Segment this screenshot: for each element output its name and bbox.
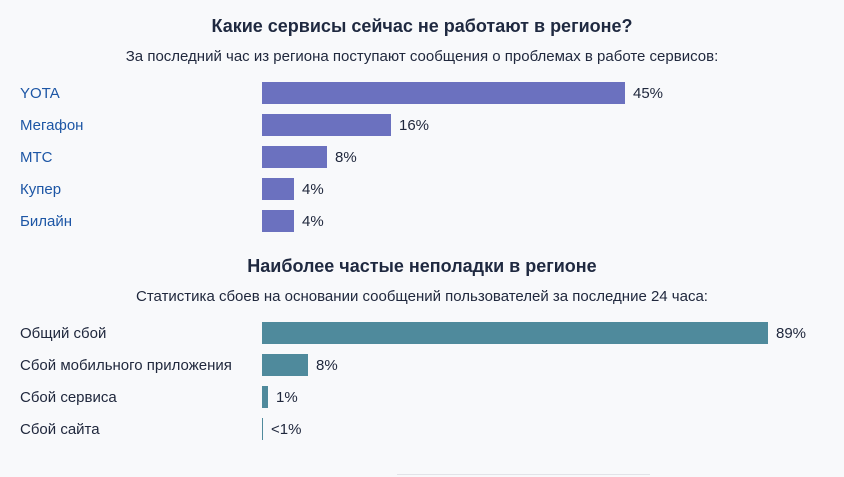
services-chart-title: Какие сервисы сейчас не работают в регио… bbox=[211, 16, 633, 36]
bar bbox=[262, 178, 294, 200]
bar bbox=[262, 146, 327, 168]
bar-row: МТС 8% bbox=[0, 141, 844, 173]
category-label: Сбой сайта bbox=[20, 420, 100, 438]
category-label: Общий сбой bbox=[20, 324, 107, 342]
service-link[interactable]: МТС bbox=[20, 148, 53, 166]
bar-row: Мегафон 16% bbox=[0, 109, 844, 141]
category-label: Сбой сервиса bbox=[20, 388, 117, 406]
service-link[interactable]: Купер bbox=[20, 180, 62, 198]
bar bbox=[262, 114, 391, 136]
bar bbox=[262, 354, 308, 376]
problems-bar-list: Общий сбой 89% Сбой мобильного приложения 8… bbox=[0, 317, 844, 445]
bar-row: Сбой сервиса 1% bbox=[0, 381, 844, 413]
bar bbox=[262, 322, 768, 344]
bar bbox=[262, 386, 268, 408]
bar-value-label: 16% bbox=[399, 116, 430, 134]
bar bbox=[262, 82, 625, 104]
service-link[interactable]: Мегафон bbox=[20, 116, 84, 134]
bar bbox=[262, 418, 263, 440]
bar-row: Сбой мобильного приложения 8% bbox=[0, 349, 844, 381]
services-bar-list: YOTA 45% Мегафон 16% МТС 8% Купер 4% Билайн 4% bbox=[0, 77, 844, 237]
bar-value-label: 8% bbox=[335, 148, 357, 166]
bar-value-label: 4% bbox=[302, 180, 324, 198]
bar bbox=[262, 210, 294, 232]
bar-value-label: 8% bbox=[316, 356, 338, 374]
bar-row: Сбой сайта <1% bbox=[0, 413, 844, 445]
bar-value-label: 4% bbox=[302, 212, 324, 230]
bar-value-label: 89% bbox=[776, 324, 807, 342]
problems-chart-title: Наиболее частые неполадки в регионе bbox=[247, 256, 597, 276]
partial-bottom-divider bbox=[397, 474, 650, 475]
bar-row: Купер 4% bbox=[0, 173, 844, 205]
bar-value-label: <1% bbox=[271, 420, 302, 438]
services-chart-subtitle: За последний час из региона поступают со… bbox=[125, 48, 719, 65]
bar-row: YOTA 45% bbox=[0, 77, 844, 109]
bar-value-label: 1% bbox=[276, 388, 298, 406]
category-label: Сбой мобильного приложения bbox=[20, 356, 232, 374]
service-link[interactable]: YOTA bbox=[20, 84, 60, 102]
problems-chart-subtitle: Статистика сбоев на основании сообщений … bbox=[136, 288, 708, 305]
services-outage-chart: Какие сервисы сейчас не работают в регио… bbox=[0, 0, 844, 237]
bar-row: Общий сбой 89% bbox=[0, 317, 844, 349]
bar-row: Билайн 4% bbox=[0, 205, 844, 237]
bar-value-label: 45% bbox=[633, 84, 664, 102]
service-link[interactable]: Билайн bbox=[20, 212, 72, 230]
problems-frequency-chart: Наиболее частые неполадки в регионе Стат… bbox=[0, 255, 844, 445]
